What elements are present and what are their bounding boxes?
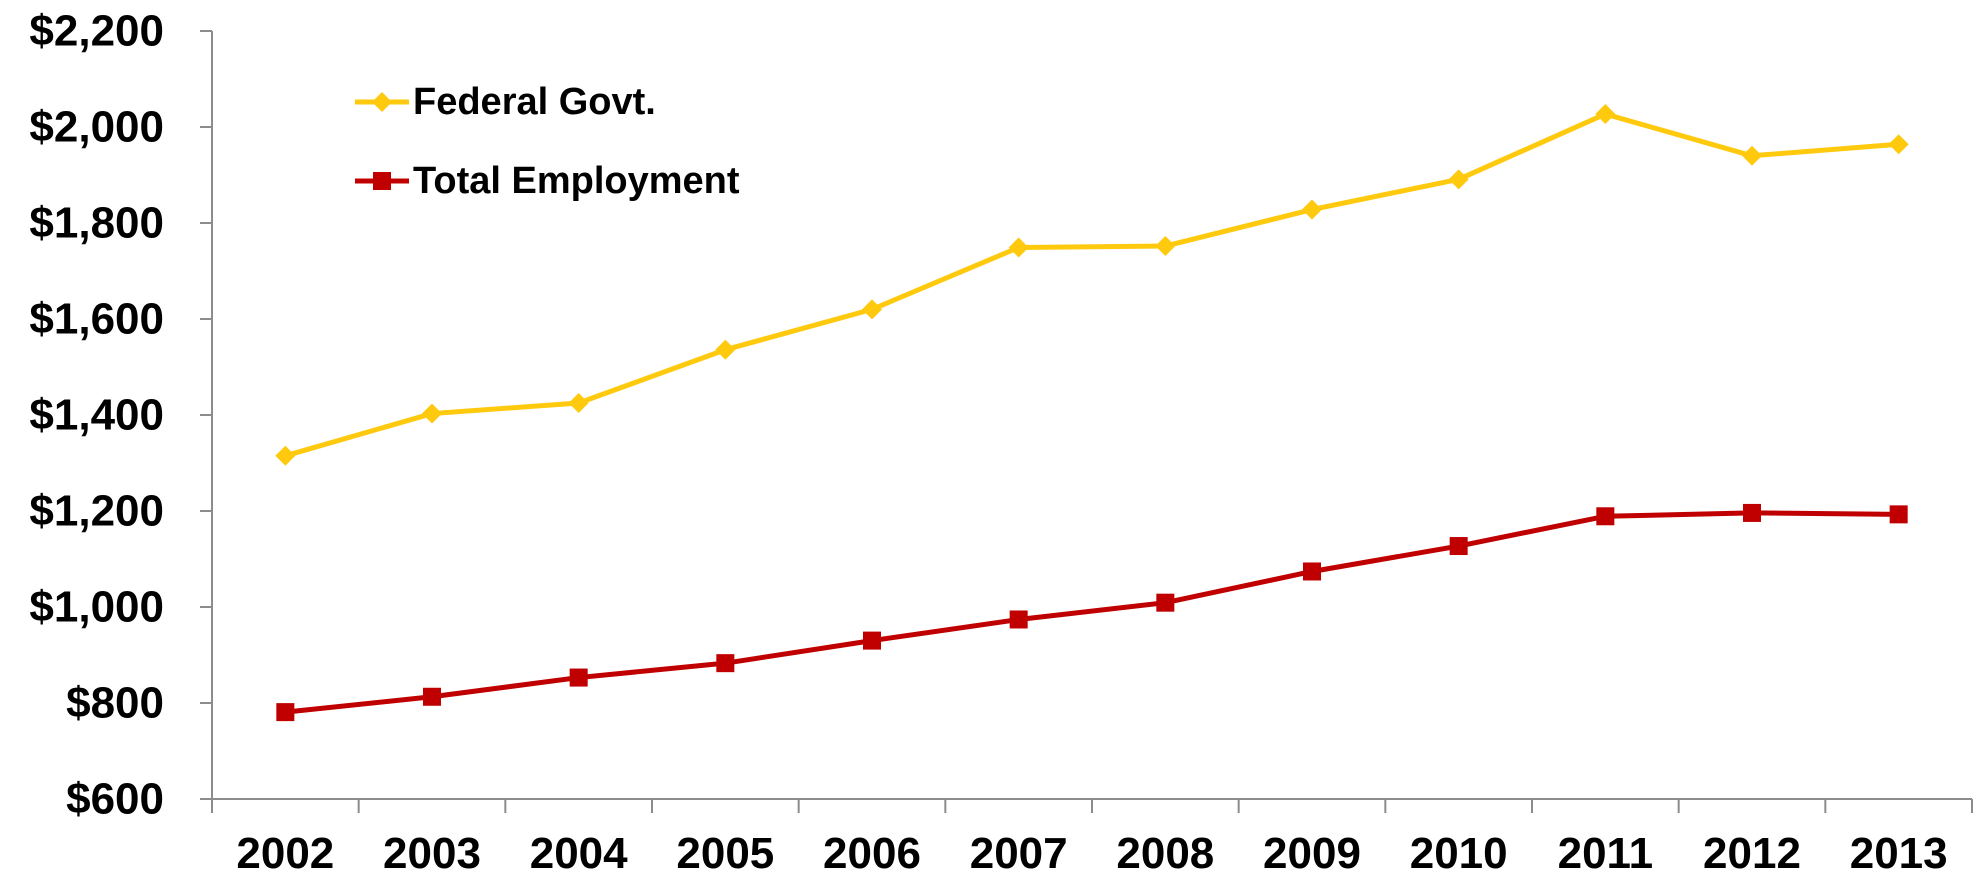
y-tick-label: $1,000 bbox=[29, 583, 164, 632]
series-federal-govt bbox=[275, 104, 1909, 466]
x-tick-label: 2010 bbox=[1410, 829, 1508, 878]
y-tick-label: $800 bbox=[66, 679, 164, 728]
data-point bbox=[1448, 169, 1469, 190]
y-tick-label: $600 bbox=[66, 775, 164, 824]
data-point bbox=[569, 668, 588, 687]
data-point bbox=[862, 299, 882, 320]
x-tick-label: 2006 bbox=[823, 829, 921, 878]
data-point bbox=[1303, 562, 1321, 581]
x-tick-label: 2012 bbox=[1703, 829, 1801, 878]
data-point bbox=[716, 654, 735, 673]
data-point bbox=[275, 445, 296, 466]
legend-swatch-marker bbox=[372, 92, 392, 112]
series-line bbox=[285, 510, 1899, 715]
data-point bbox=[276, 703, 295, 722]
x-tick-label: 2013 bbox=[1850, 829, 1948, 878]
x-tick-label: 2009 bbox=[1263, 829, 1361, 878]
x-tick-label: 2011 bbox=[1558, 829, 1653, 878]
series-line bbox=[284, 111, 1899, 459]
data-point bbox=[1008, 237, 1029, 258]
y-axis: $600 $800 $1,000 $1,200 $1,400 $1,600 $1,800 $2… bbox=[29, 7, 213, 824]
data-point bbox=[1596, 507, 1615, 526]
y-tick-label: $1,200 bbox=[29, 487, 164, 536]
x-tick-label: 2003 bbox=[383, 829, 481, 878]
legend-swatch-marker bbox=[373, 172, 391, 190]
data-point bbox=[423, 687, 441, 706]
x-axis: 2002 2003 2004 2005 2006 2007 2008 2009 2010 2011… bbox=[211, 798, 1973, 878]
data-point bbox=[1743, 503, 1761, 522]
x-tick-label: 2007 bbox=[970, 829, 1068, 878]
series-total-employment bbox=[276, 503, 1908, 722]
data-point bbox=[1889, 505, 1908, 524]
legend: Federal Govt. Total Employment bbox=[355, 81, 740, 202]
series-layer bbox=[275, 104, 1909, 722]
y-tick-label: $1,600 bbox=[29, 295, 164, 344]
data-point bbox=[715, 339, 736, 360]
x-tick-label: 2004 bbox=[530, 829, 628, 878]
y-tick-label: $2,000 bbox=[29, 103, 164, 152]
data-point bbox=[1449, 537, 1468, 556]
data-point bbox=[1888, 134, 1909, 155]
y-tick-label: $1,800 bbox=[29, 199, 164, 248]
y-tick-label: $1,400 bbox=[29, 391, 164, 440]
legend-item: Total Employment bbox=[355, 160, 740, 202]
x-tick-label: 2008 bbox=[1116, 829, 1214, 878]
data-point bbox=[1155, 236, 1176, 257]
data-point bbox=[1302, 199, 1322, 220]
data-point bbox=[568, 393, 589, 413]
legend-label: Total Employment bbox=[413, 160, 740, 202]
data-point bbox=[1009, 610, 1028, 629]
data-point bbox=[422, 403, 442, 424]
data-point bbox=[1156, 593, 1175, 612]
x-tick-label: 2002 bbox=[236, 829, 334, 878]
data-point bbox=[863, 631, 881, 650]
data-point bbox=[1742, 145, 1762, 166]
legend-item: Federal Govt. bbox=[355, 81, 656, 123]
y-tick-label: $2,200 bbox=[29, 7, 164, 56]
data-point bbox=[1595, 104, 1616, 125]
legend-label: Federal Govt. bbox=[413, 81, 656, 123]
x-tick-label: 2005 bbox=[676, 829, 774, 878]
